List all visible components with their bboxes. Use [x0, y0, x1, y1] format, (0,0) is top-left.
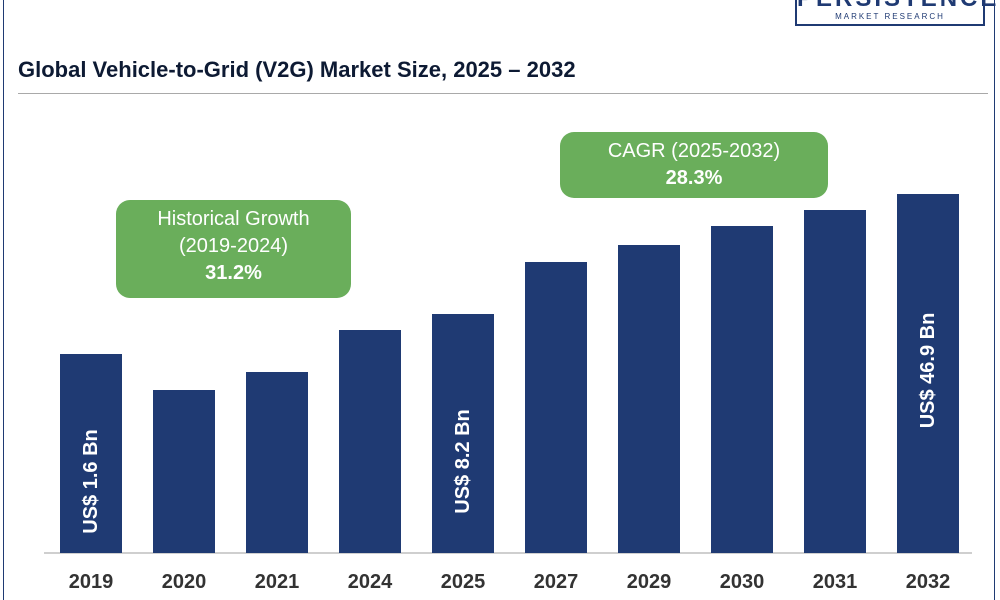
- brand-logo: PERSISTENCE MARKET RESEARCH: [795, 0, 996, 26]
- x-tick-label-2025: 2025: [441, 571, 486, 593]
- historical-growth-label: Historical Growth: [157, 208, 310, 230]
- historical-growth-callout: Historical Growth (2019-2024) 31.2%: [116, 200, 351, 298]
- x-tick-label-2020: 2020: [162, 571, 207, 593]
- logo-tagline: MARKET RESEARCH: [835, 12, 945, 21]
- x-tick-label-2024: 2024: [348, 571, 393, 593]
- historical-growth-period: (2019-2024): [179, 235, 288, 257]
- bar-2021: [246, 372, 308, 553]
- cagr-label: CAGR (2025-2032): [607, 140, 781, 162]
- x-tick-label-2021: 2021: [255, 571, 300, 593]
- bar-2024: [339, 330, 401, 553]
- bar-2019: [60, 354, 122, 553]
- x-tick-label-2032: 2032: [906, 571, 951, 593]
- bar-2032: [897, 194, 959, 553]
- data-label-2025: US$ 8.2 Bn: [452, 409, 474, 513]
- cagr-value: 28.3%: [665, 167, 723, 189]
- bar-2031: [804, 210, 866, 553]
- title-divider: [18, 93, 988, 94]
- bar-2030: [711, 226, 773, 553]
- logo-name: PERSISTENCE: [797, 0, 996, 12]
- cagr-callout: CAGR (2025-2032) 28.3%: [560, 132, 828, 198]
- x-tick-label-2030: 2030: [720, 571, 765, 593]
- bar-2029: [618, 245, 680, 553]
- bar-2027: [525, 262, 587, 553]
- historical-growth-value: 31.2%: [205, 262, 262, 284]
- x-tick-label-2029: 2029: [627, 571, 672, 593]
- data-label-2019: US$ 1.6 Bn: [80, 429, 102, 533]
- bar-2025: [432, 314, 494, 553]
- chart-frame: [3, 0, 995, 600]
- bar-2020: [153, 390, 215, 553]
- chart-title: Global Vehicle-to-Grid (V2G) Market Size…: [18, 57, 576, 82]
- x-tick-label-2031: 2031: [813, 571, 858, 593]
- x-tick-label-2027: 2027: [534, 571, 579, 593]
- data-label-2032: US$ 46.9 Bn: [917, 313, 939, 429]
- x-tick-label-2019: 2019: [69, 571, 114, 593]
